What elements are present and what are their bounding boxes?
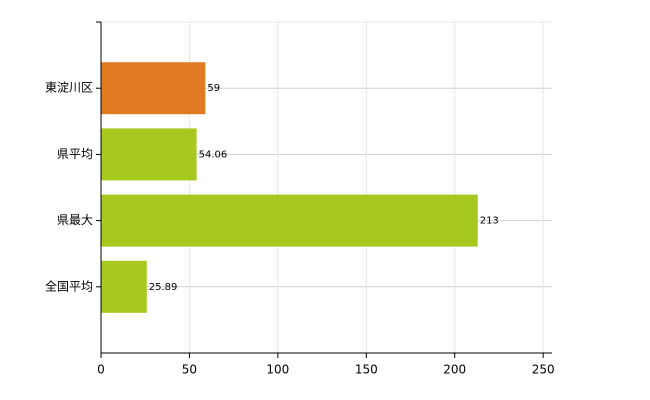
x-tick-label: 100 (266, 363, 289, 377)
bar (101, 194, 478, 247)
value-label: 25.89 (149, 282, 178, 293)
value-label: 213 (480, 216, 499, 227)
y-tick-label: 県最大 (57, 213, 93, 227)
x-tick-label: 250 (532, 363, 555, 377)
value-label: 59 (207, 83, 220, 94)
value-label: 54.06 (199, 149, 228, 160)
x-tick-label: 150 (355, 363, 378, 377)
x-tick-label: 50 (182, 363, 197, 377)
x-tick-label: 200 (443, 363, 466, 377)
bar (101, 128, 197, 181)
y-tick-label: 全国平均 (45, 278, 93, 293)
bar (101, 62, 206, 115)
y-tick-label: 県平均 (57, 147, 93, 161)
y-tick-label: 東淀川区 (45, 81, 93, 95)
x-tick-label: 0 (97, 363, 105, 377)
bar (101, 260, 147, 313)
